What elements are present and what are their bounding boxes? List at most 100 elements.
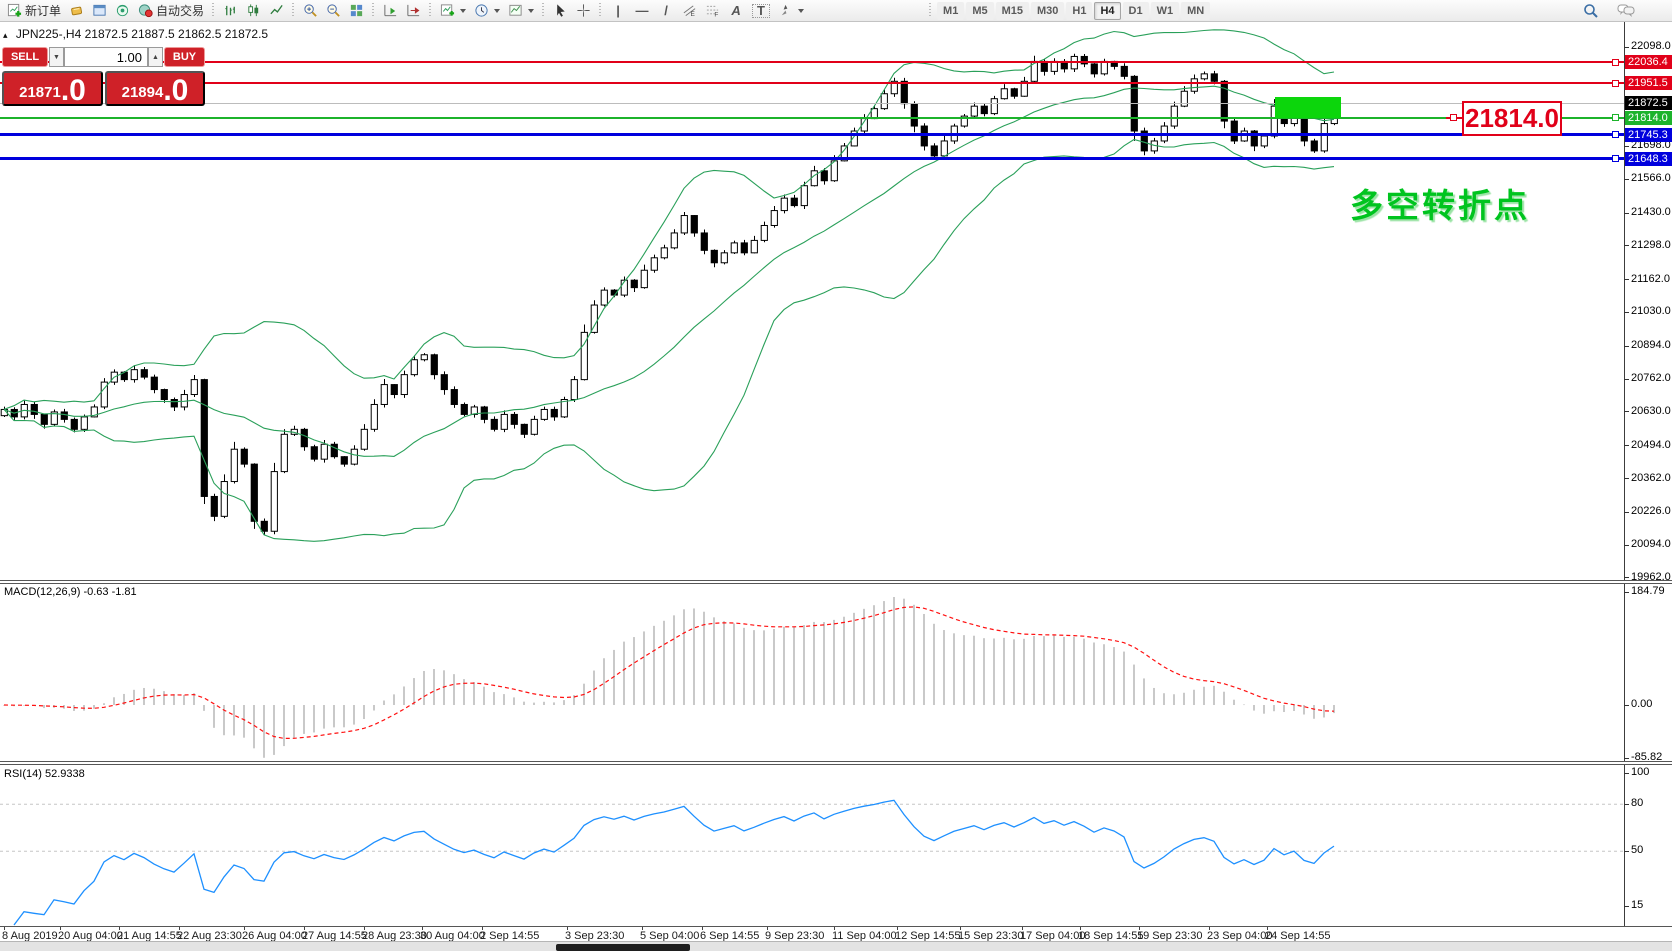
equidistant-channel-button[interactable]: E (678, 1, 701, 21)
green-signal-icon-button[interactable] (111, 1, 134, 21)
sell-price-button[interactable]: 21871.0 (2, 71, 103, 107)
horizontal-line-object[interactable] (0, 157, 1624, 161)
price-callout-box[interactable]: 21814.0 (1462, 101, 1562, 136)
chat-button[interactable] (1613, 1, 1639, 21)
chart-symbol-title: ▴ JPN225-,H4 21872.5 21887.5 21862.5 218… (3, 27, 268, 41)
timeframe-H4[interactable]: H4 (1094, 2, 1121, 20)
time-tick-label: 18 Sep 14:55 (1078, 930, 1144, 942)
horizontal-line-object[interactable] (0, 102, 1624, 104)
rsi-canvas[interactable] (0, 765, 1624, 926)
horizontal-line-object[interactable] (0, 116, 1624, 119)
time-tick-label: 21 Aug 14:55 (117, 930, 182, 942)
price-tick-label: 21298.0 (1631, 238, 1671, 251)
price-line-label: 21745.3 (1625, 127, 1672, 142)
text-button[interactable]: A (724, 1, 748, 21)
trendline-button[interactable]: / (654, 1, 678, 21)
macd-canvas[interactable] (0, 584, 1624, 761)
price-tick-label: 21698.0 (1631, 139, 1671, 152)
time-axis[interactable]: 8 Aug 2019 20 Aug 04:00 21 Aug 14:55 22 Aug… (0, 926, 1672, 942)
volume-decrease-button[interactable]: ▼ (49, 47, 64, 67)
sell-button[interactable]: SELL (2, 47, 48, 67)
gold-logo-icon (69, 3, 84, 18)
buy-price-button[interactable]: 21894.0 (105, 71, 205, 107)
time-tick (1267, 927, 1268, 930)
time-tick-label: 15 Sep 23:30 (958, 930, 1024, 942)
macd-label: MACD(12,26,9) -0.63 -1.81 (4, 586, 137, 598)
search-button[interactable] (1579, 1, 1603, 21)
time-tick (179, 927, 180, 930)
price-tick (1624, 345, 1629, 347)
gold-logo-icon-button[interactable] (65, 1, 88, 21)
one-click-collapse-toggle[interactable]: ▴ (3, 30, 8, 40)
bottom-strip (0, 941, 1672, 951)
chart-shift-button[interactable] (402, 1, 425, 21)
price-tick-label: 20630.0 (1631, 404, 1671, 417)
new-order-button[interactable]: 新订单 (3, 1, 65, 21)
timeframe-D1[interactable]: D1 (1122, 2, 1149, 20)
bar-chart-type-button[interactable] (219, 1, 242, 21)
horizontal-line-object[interactable] (0, 61, 1624, 64)
one-click-trade-panel: SELL ▼ ▲ BUY 21871.0 21894.0 (2, 47, 205, 107)
ohlc-readout: 21872.5 21887.5 21862.5 21872.5 (84, 27, 269, 41)
auto-scroll-button[interactable] (379, 1, 402, 21)
timeframe-M30[interactable]: M30 (1031, 2, 1065, 20)
new-chart-dropdown-button[interactable] (436, 1, 470, 21)
horizontal-line-button[interactable]: — (630, 1, 654, 21)
time-tick-label: 30 Aug 04:00 (420, 930, 485, 942)
time-tick (4, 927, 5, 930)
blue-window-icon-button[interactable] (88, 1, 111, 21)
highlight-rectangle[interactable] (1275, 97, 1341, 118)
price-tick-label: 20362.0 (1631, 471, 1671, 484)
buy-button[interactable]: BUY (164, 47, 205, 67)
rsi-axis-label: 15 (1631, 899, 1644, 912)
templates-dropdown-button[interactable] (504, 1, 538, 21)
price-tick (1624, 279, 1629, 281)
volume-input[interactable] (64, 47, 148, 67)
autotrading-button[interactable]: 自动交易 (134, 1, 208, 21)
zoom-in-button[interactable] (299, 1, 322, 21)
vertical-line-button[interactable]: | (606, 1, 630, 21)
fibonacci-button[interactable]: F (701, 1, 724, 21)
macd-tick (1624, 705, 1629, 706)
toolbar-grip (928, 3, 934, 18)
main-chart-canvas[interactable] (0, 22, 1624, 580)
time-tick (364, 927, 365, 930)
volume-increase-button[interactable]: ▲ (148, 47, 163, 67)
timeframe-M15[interactable]: M15 (995, 2, 1029, 20)
price-tick (1624, 178, 1629, 180)
price-axis-line (1624, 22, 1625, 941)
crosshair-button[interactable] (572, 1, 595, 21)
time-tick (767, 927, 768, 930)
tile-windows-button[interactable] (345, 1, 368, 21)
horizontal-line-object[interactable] (0, 133, 1624, 137)
macd-tick (1624, 758, 1629, 759)
rsi-axis-label: 100 (1631, 766, 1650, 778)
time-tick-label: 6 Sep 14:55 (700, 930, 760, 942)
timeframe-M1[interactable]: M1 (937, 2, 965, 20)
macd-pane-separator[interactable] (0, 580, 1672, 584)
rsi-pane-separator[interactable] (0, 761, 1672, 765)
arrows-dropdown-button[interactable] (774, 1, 808, 21)
timeframe-W1[interactable]: W1 (1150, 2, 1180, 20)
time-tick (1080, 927, 1081, 930)
periods-dropdown-button[interactable] (470, 1, 504, 21)
price-tick-label: 21030.0 (1631, 305, 1671, 318)
horizontal-line-object[interactable] (0, 82, 1624, 85)
text-label-button[interactable]: T (748, 1, 774, 21)
cursor-button[interactable] (549, 1, 572, 21)
time-tick (1209, 927, 1210, 930)
price-line-label: 21648.3 (1625, 151, 1672, 166)
time-tick-label: 24 Sep 14:55 (1265, 930, 1331, 942)
timeframe-MN[interactable]: MN (1181, 2, 1211, 20)
candlestick-type-button[interactable] (242, 1, 265, 21)
zoom-out-button[interactable] (322, 1, 345, 21)
chart-note-text[interactable]: 多空转折点 (1350, 187, 1530, 224)
line-chart-type-button[interactable] (265, 1, 288, 21)
time-tick (119, 927, 120, 930)
timeframe-H1[interactable]: H1 (1066, 2, 1093, 20)
autotrading-label: 自动交易 (156, 4, 205, 18)
timeframe-M5[interactable]: M5 (966, 2, 994, 20)
time-tick (834, 927, 835, 930)
chevron-down-icon (528, 8, 535, 13)
